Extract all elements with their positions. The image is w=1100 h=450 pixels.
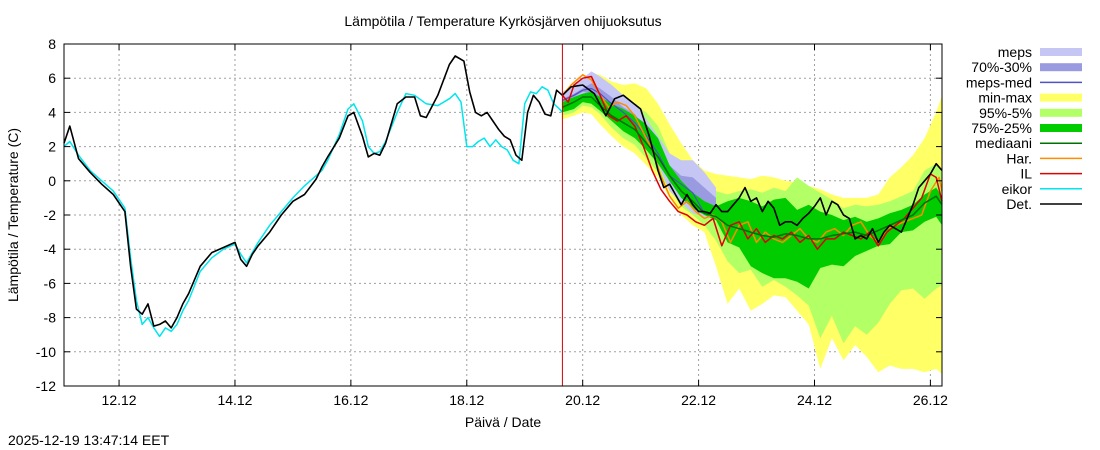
legend-label-har: Har. <box>1006 150 1032 166</box>
legend-label-p75_25: 75%-25% <box>971 120 1032 136</box>
y-tick-label: -4 <box>44 241 57 257</box>
series-det <box>63 55 943 329</box>
x-tick-label: 26.12 <box>913 392 948 408</box>
legend-label-minmax: min-max <box>978 90 1032 106</box>
y-tick-label: 4 <box>48 104 56 120</box>
timestamp: 2025-12-19 13:47:14 EET <box>8 432 170 448</box>
legend-label-eikor: eikor <box>1002 181 1033 197</box>
legend-swatch-p75_25 <box>1040 124 1082 132</box>
axis-ticks: 12.12 14.12 16.12 18.12 20.12 22.12 24.12 26.12… <box>36 36 948 408</box>
series-eikor <box>63 86 563 338</box>
y-tick-label: 0 <box>48 173 56 189</box>
x-tick-label: 12.12 <box>102 392 137 408</box>
legend-label-il: IL <box>1020 166 1032 182</box>
y-tick-label: -12 <box>36 378 56 394</box>
x-tick-label: 20.12 <box>565 392 600 408</box>
y-tick-label: -10 <box>36 344 56 360</box>
series-il <box>561 75 943 250</box>
y-tick-label: -2 <box>44 207 57 223</box>
series-lines <box>63 55 943 338</box>
x-tick-label: 16.12 <box>333 392 368 408</box>
x-tick-label: 18.12 <box>449 392 484 408</box>
legend-label-meps_med: meps-med <box>966 74 1032 90</box>
legend-swatch-meps <box>1040 48 1082 56</box>
band-p75_25 <box>562 91 942 289</box>
y-axis-label: Lämpötila / Temperature (C) <box>5 128 21 302</box>
chart-title: Lämpötila / Temperature Kyrkösjärven ohi… <box>344 13 661 29</box>
x-tick-label: 24.12 <box>797 392 832 408</box>
x-axis-label: Päivä / Date <box>465 414 541 430</box>
y-tick-label: -6 <box>44 275 57 291</box>
legend-label-det: Det. <box>1006 196 1032 212</box>
legend: meps70%-30%meps-medmin-max95%-5%75%-25%m… <box>966 44 1082 212</box>
y-tick-label: -8 <box>44 310 57 326</box>
legend-swatch-minmax <box>1040 93 1082 102</box>
series-mediaani <box>562 96 943 240</box>
y-tick-label: 2 <box>48 139 56 155</box>
legend-label-p95_5: 95%-5% <box>979 105 1032 121</box>
legend-swatch-p95_5 <box>1040 108 1082 117</box>
legend-label-p70_30: 70%-30% <box>971 59 1032 75</box>
x-tick-label: 22.12 <box>681 392 716 408</box>
legend-label-meps: meps <box>998 44 1032 60</box>
x-tick-label: 14.12 <box>217 392 252 408</box>
y-tick-label: 6 <box>48 70 56 86</box>
legend-label-mediaani: mediaani <box>975 135 1032 151</box>
y-tick-label: 8 <box>48 36 56 52</box>
legend-swatch-p70_30 <box>1040 63 1082 72</box>
series-meps_med <box>562 87 705 214</box>
